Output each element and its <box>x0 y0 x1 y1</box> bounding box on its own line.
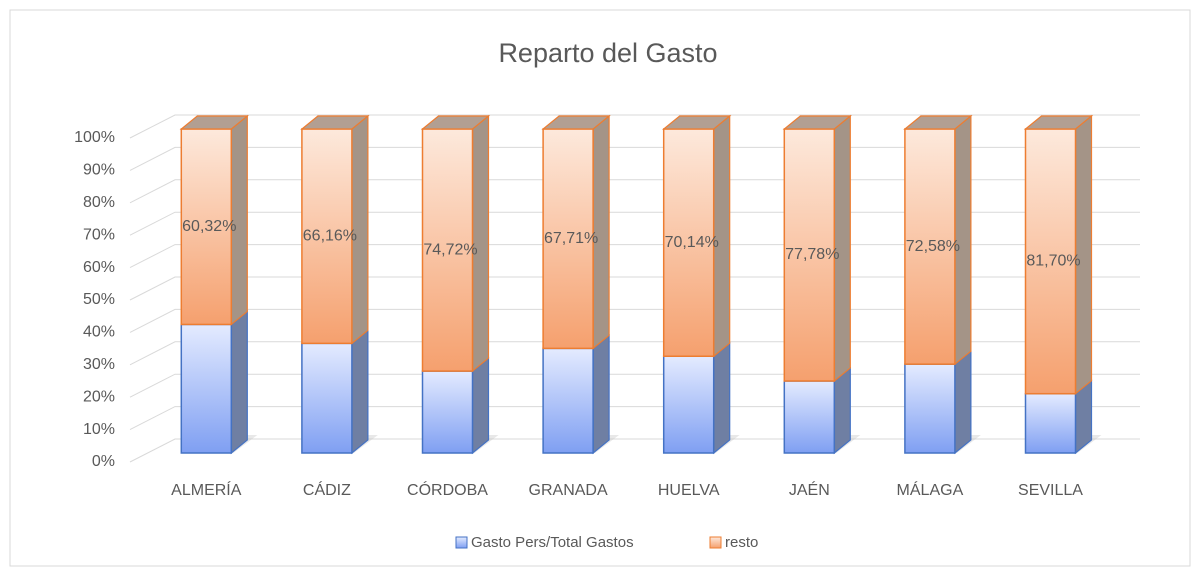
bar <box>662 355 715 454</box>
y-tick-label: 70% <box>83 226 115 243</box>
x-tick-label: JAÉN <box>789 480 830 499</box>
x-tick-label: HUELVA <box>658 482 720 499</box>
bar-side <box>351 329 369 455</box>
bar <box>1024 128 1077 395</box>
y-tick-label: 10% <box>83 421 115 438</box>
data-label: 60,32% <box>182 218 236 235</box>
x-tick-label: MÁLAGA <box>897 480 964 499</box>
bar-top <box>1023 115 1094 130</box>
chart-title: Reparto del Gasto <box>498 38 717 68</box>
y-tick-label: 40% <box>83 324 115 341</box>
bar-top <box>300 115 370 130</box>
bar-side <box>713 341 731 455</box>
bar-side <box>230 310 248 455</box>
bar <box>662 128 715 358</box>
bar <box>783 380 836 454</box>
y-tick-label: 0% <box>92 453 115 470</box>
bar-top <box>179 115 249 130</box>
y-tick-label: 90% <box>83 162 115 179</box>
y-tick-label: 80% <box>83 194 115 211</box>
x-tick-label: GRANADA <box>529 482 608 499</box>
bar <box>421 370 474 454</box>
bar <box>1024 392 1077 454</box>
x-tick-label: SEVILLA <box>1018 482 1083 499</box>
bar-side <box>833 366 851 455</box>
grid-line <box>129 114 1140 139</box>
bar <box>180 128 233 326</box>
data-label: 74,72% <box>423 241 477 258</box>
y-tick-label: 20% <box>83 388 115 405</box>
legend-label: Gasto Pers/Total Gastos <box>471 534 634 551</box>
bar-top <box>903 115 973 130</box>
bar-side <box>592 334 610 455</box>
bar <box>904 363 956 454</box>
bar-side <box>954 349 972 455</box>
data-label: 70,14% <box>665 234 719 251</box>
data-label: 72,58% <box>906 238 960 255</box>
bar <box>783 128 836 382</box>
bar <box>180 323 233 454</box>
bar-top <box>662 115 732 130</box>
bar <box>421 128 474 372</box>
bar-top <box>782 115 852 130</box>
bar <box>301 342 353 454</box>
data-label: 81,70% <box>1026 253 1080 270</box>
legend-label: resto <box>725 534 758 551</box>
data-label: 67,71% <box>544 230 598 247</box>
legend-swatch <box>455 536 468 549</box>
bar <box>904 128 956 365</box>
bar <box>542 347 594 454</box>
y-tick-label: 30% <box>83 356 115 373</box>
y-tick-label: 60% <box>83 259 115 276</box>
bar <box>301 128 353 345</box>
data-label: 66,16% <box>303 227 357 244</box>
y-tick-label: 50% <box>83 291 115 308</box>
data-label: 77,78% <box>785 246 839 263</box>
bar-top <box>541 115 611 130</box>
legend-swatch <box>709 536 722 549</box>
bar-top <box>420 115 491 130</box>
y-tick-label: 100% <box>74 129 115 146</box>
bar-side <box>471 356 490 455</box>
x-tick-label: CÁDIZ <box>303 480 351 499</box>
x-tick-label: ALMERÍA <box>171 480 242 499</box>
x-tick-label: CÓRDOBA <box>407 480 488 499</box>
